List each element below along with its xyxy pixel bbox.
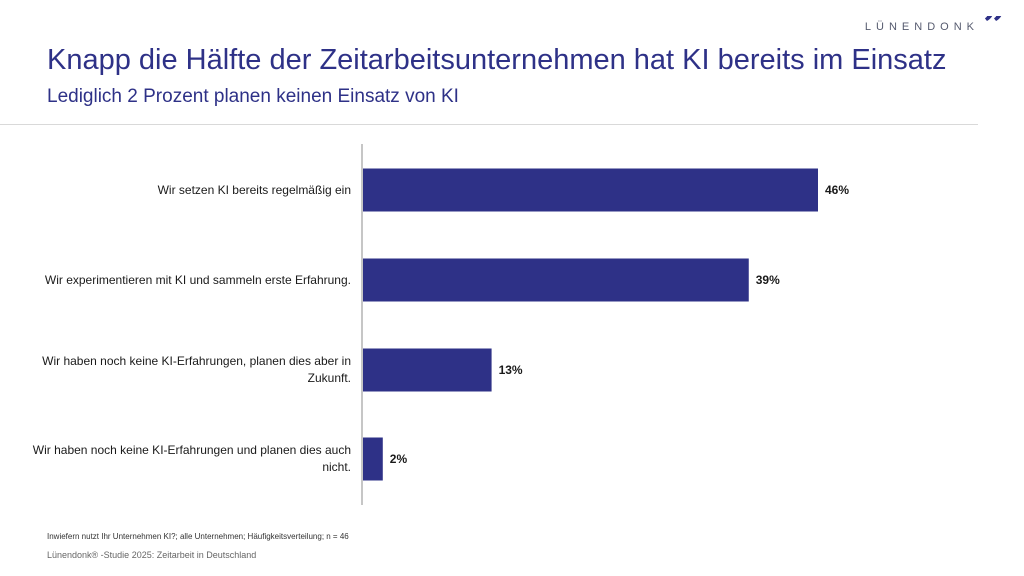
page-title: Knapp die Hälfte der Zeitarbeitsunterneh…	[47, 44, 947, 76]
category-label-2: Wir experimentieren mit KI und sammeln e…	[44, 272, 351, 287]
bar-value-label-3: 13%	[499, 363, 523, 377]
bar-value-label-2: 39%	[756, 273, 780, 287]
luenendonk-logo: LÜNENDONK ”	[865, 16, 1002, 38]
source-note: Lünendonk® -Studie 2025: Zeitarbeit in D…	[47, 550, 257, 560]
category-label-4: Wir haben noch keine KI-Erfahrungen und …	[32, 443, 351, 474]
page-subtitle: Lediglich 2 Prozent planen keinen Einsat…	[47, 86, 459, 107]
logo-text: LÜNENDONK	[864, 21, 979, 33]
bar-3	[363, 348, 492, 392]
bar-4	[363, 437, 383, 481]
category-label-3: Wir haben noch keine KI-Erfahrungen, pla…	[42, 354, 351, 385]
bar-value-label-4: 2%	[390, 452, 408, 466]
survey-footnote: Inwiefern nutzt Ihr Unternehmen KI?; all…	[47, 532, 349, 541]
quote-mark-icon: ”	[983, 16, 1002, 38]
bar-2	[363, 258, 749, 302]
bar-value-label-1: 46%	[825, 183, 849, 197]
header-divider	[0, 124, 978, 125]
category-label-1: Wir setzen KI bereits regelmäßig ein	[157, 182, 351, 197]
bar-1	[363, 168, 818, 212]
